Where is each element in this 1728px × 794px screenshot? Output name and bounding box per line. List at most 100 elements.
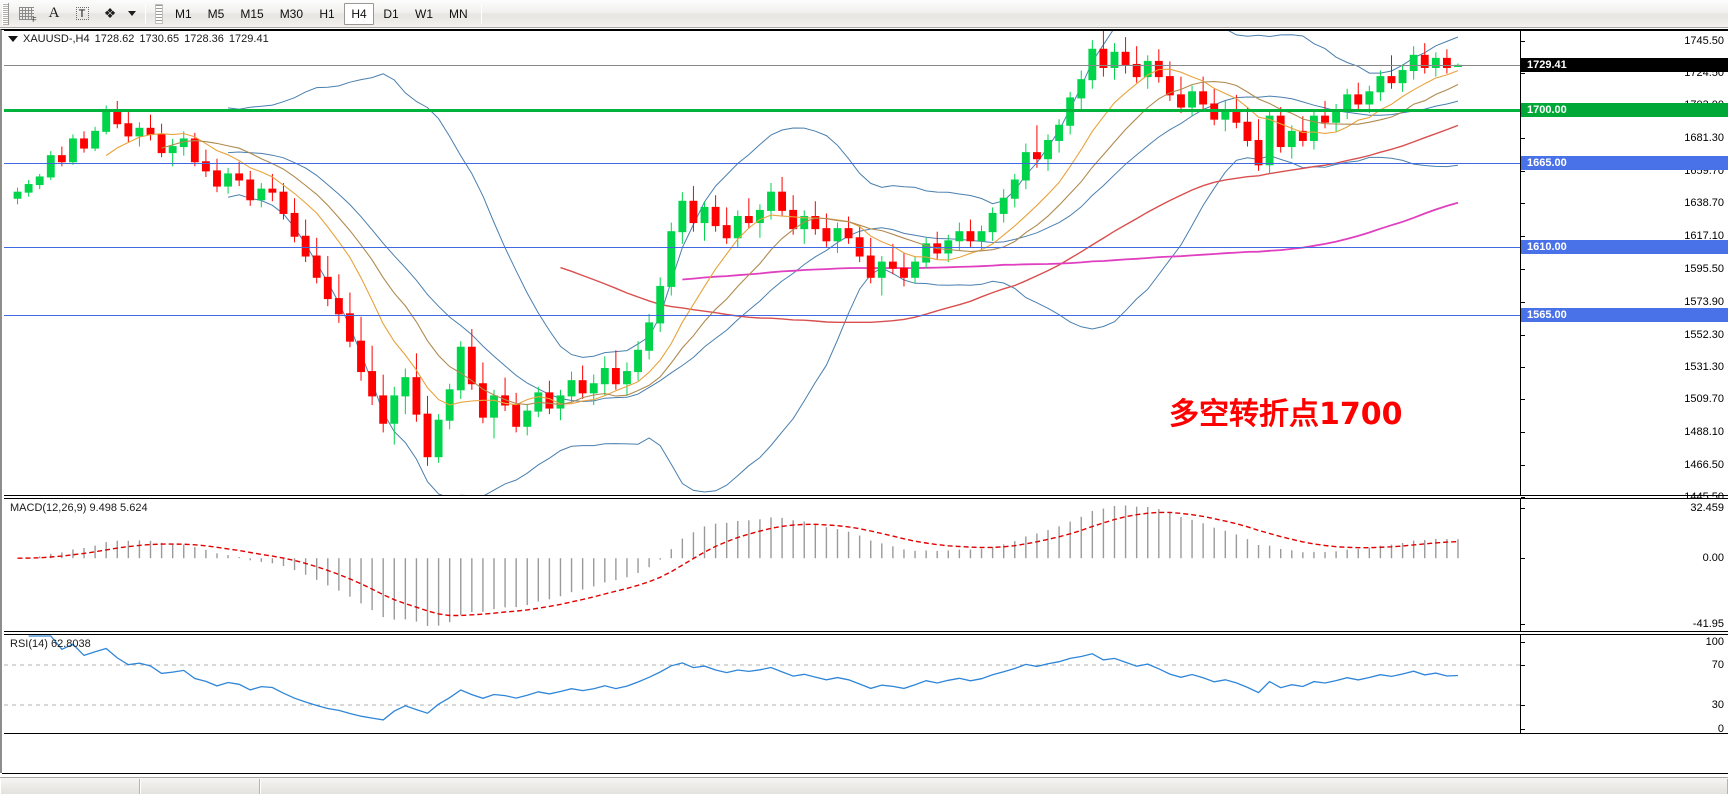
macd-plot[interactable] <box>4 499 1520 631</box>
candle-body <box>966 231 975 242</box>
objects-dropdown-caret-icon[interactable] <box>125 2 139 26</box>
candle-body <box>1254 139 1263 166</box>
timeframe-toolbar-grip[interactable] <box>155 3 163 24</box>
candle-body <box>755 209 764 224</box>
indicator-line <box>228 31 1459 358</box>
price-tick: 1573.90 <box>1521 296 1728 308</box>
candle-body <box>1110 51 1119 68</box>
candle-body <box>279 191 288 214</box>
candle-body <box>645 322 654 351</box>
candle-body <box>102 109 111 132</box>
symbol-dropdown-caret-icon[interactable] <box>8 36 18 42</box>
candle-body <box>811 215 820 230</box>
status-cell-3 <box>260 778 1728 794</box>
objects-icon[interactable]: ❖ <box>103 5 117 21</box>
candle-body <box>822 228 831 242</box>
candle-body <box>135 127 144 137</box>
candle-body <box>268 188 277 193</box>
candle-body <box>1265 115 1274 166</box>
price-level-tag[interactable]: 1665.00 <box>1521 156 1728 171</box>
candle-body <box>257 188 266 201</box>
macd-pane[interactable]: MACD(12,26,9) 9.498 5.624 32.459 0.00 -41.… <box>4 498 1728 632</box>
toolbar-separator-end <box>480 3 482 24</box>
candle-body <box>423 413 432 458</box>
rsi-tick: 0 <box>1521 723 1728 735</box>
price-tick: 1509.70 <box>1521 393 1728 405</box>
text-label-icon[interactable]: A <box>48 5 60 21</box>
candle-body <box>35 176 44 186</box>
candle-body <box>1199 91 1208 105</box>
candle-body <box>334 298 343 315</box>
text-box-icon[interactable]: T <box>69 2 95 26</box>
candle-body <box>689 200 698 224</box>
current-price-line <box>4 65 1520 67</box>
candle-body <box>1420 54 1429 68</box>
price-level-line[interactable] <box>4 163 1520 165</box>
price-plot[interactable]: 多空转折点1700 <box>4 31 1520 495</box>
price-level-line[interactable] <box>4 109 1520 113</box>
status-cell-2 <box>140 778 260 794</box>
price-level-line[interactable] <box>4 246 1520 248</box>
symbol-low: 1728.36 <box>184 33 224 45</box>
timeframe-d1[interactable]: D1 <box>383 6 399 21</box>
candle-body <box>168 146 177 154</box>
timeframe-w1[interactable]: W1 <box>415 6 434 21</box>
macd-label: MACD(12,26,9) 9.498 5.624 <box>10 502 148 514</box>
candle-body <box>467 346 476 385</box>
status-bar <box>0 777 1728 794</box>
candle-body <box>401 377 410 397</box>
candle-body <box>623 371 631 385</box>
timeframe-h4[interactable]: H4 <box>344 2 375 25</box>
candle-body <box>911 261 919 278</box>
timeframe-h1[interactable]: H1 <box>319 6 335 21</box>
candle-body <box>1099 48 1108 68</box>
candle-body <box>1387 76 1396 84</box>
candle-body <box>888 261 897 269</box>
price-pane[interactable]: XAUUSD-,H4 1728.62 1730.65 1728.36 1729.… <box>4 30 1728 503</box>
candle-body <box>113 109 122 125</box>
price-level-tag[interactable]: 1610.00 <box>1521 239 1728 254</box>
candle-body <box>844 228 853 239</box>
candle-body <box>1177 94 1185 108</box>
price-tick: 1488.10 <box>1521 426 1728 438</box>
timeframe-m15[interactable]: M15 <box>240 6 264 21</box>
rsi-axis[interactable]: 100 70 30 0 <box>1520 635 1728 735</box>
timeframe-m30[interactable]: M30 <box>279 6 304 21</box>
grid-crosshair-icon[interactable]: F <box>13 2 39 26</box>
timeframe-m5[interactable]: M5 <box>207 6 225 21</box>
candle-body <box>379 395 388 424</box>
toolbar-drag-grip[interactable] <box>2 2 9 25</box>
macd-histogram-svg <box>17 505 1459 626</box>
price-axis[interactable]: 1745.501724.501703.001681.301659.701638.… <box>1520 31 1728 503</box>
candle-body <box>1055 124 1064 141</box>
price-level-tag[interactable]: 1565.00 <box>1521 308 1728 323</box>
price-level-line[interactable] <box>4 315 1520 317</box>
candle-body <box>556 395 565 409</box>
rsi-pane[interactable]: RSI(14) 62.8038 100 70 30 0 <box>4 634 1728 735</box>
candle-body <box>24 184 33 193</box>
candle-body <box>1431 57 1440 68</box>
candle-body <box>833 228 842 242</box>
candle-body <box>368 371 377 397</box>
timeframe-mn[interactable]: MN <box>449 6 468 21</box>
timeframe-m1[interactable]: M1 <box>175 6 192 21</box>
candle-body <box>866 255 875 278</box>
candle-body <box>988 212 997 233</box>
main-toolbar: F A T ❖ M1 M5 M15 M30 H1 H4 D1 W1 MN <box>0 0 1728 28</box>
candle-body <box>767 191 775 211</box>
rsi-plot[interactable] <box>4 635 1520 733</box>
candle-body <box>1044 139 1052 160</box>
candle-body <box>312 255 321 278</box>
candle-body <box>1365 91 1374 105</box>
candle-body <box>545 392 554 409</box>
candle-body <box>201 161 210 172</box>
indicator-line <box>105 68 1459 406</box>
indicator-line <box>227 155 1459 495</box>
candle-body <box>789 209 798 230</box>
candle-body <box>1354 94 1363 105</box>
macd-axis[interactable]: 32.459 0.00 -41.95 <box>1520 499 1728 631</box>
price-level-tag[interactable]: 1700.00 <box>1521 103 1728 118</box>
price-tick: 1466.50 <box>1521 459 1728 471</box>
candle-body <box>733 215 742 239</box>
